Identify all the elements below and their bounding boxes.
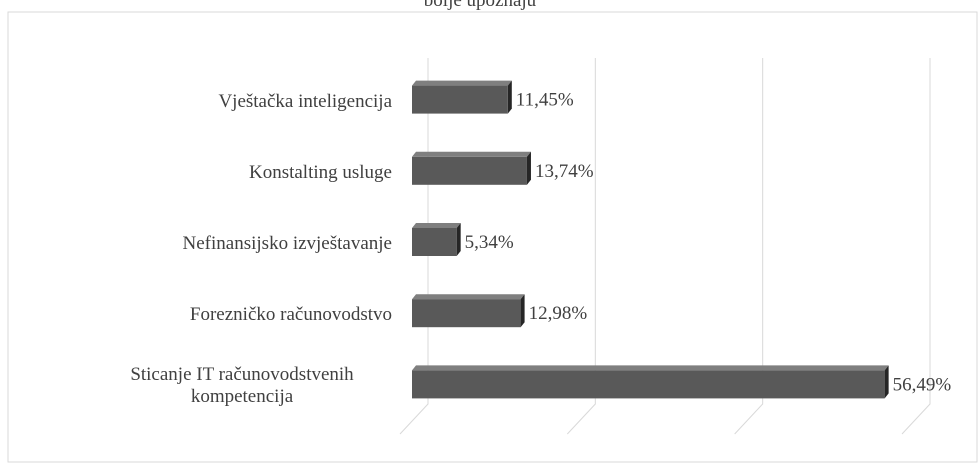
value-label: 12,98%	[529, 303, 588, 324]
bar	[412, 299, 521, 328]
bar-side	[507, 80, 512, 114]
bar-side	[456, 223, 461, 256]
grid-line	[566, 58, 596, 435]
grid-line	[901, 58, 931, 435]
bar-side	[884, 365, 889, 399]
bar-top	[412, 365, 889, 371]
bar	[412, 85, 508, 114]
bar-top	[412, 151, 531, 157]
category-label: Sticanje IT računovodstvenih kompetencij…	[130, 364, 354, 408]
bar-side	[526, 151, 531, 185]
category-label: Vještačka inteligencija	[218, 90, 392, 112]
category-label: Forezničko računovodstvo	[189, 304, 392, 326]
bar-side	[520, 294, 525, 328]
value-label: 13,74%	[535, 161, 594, 182]
grid-line	[734, 58, 764, 435]
category-label: Konstalting usluge	[248, 161, 392, 183]
bar	[412, 228, 457, 256]
value-label: 5,34%	[465, 232, 514, 253]
bar	[412, 370, 885, 399]
bar-top	[412, 80, 512, 86]
category-label: Nefinansijsko izvještavanje	[182, 233, 392, 254]
chart-title: bolje upoznaju	[424, 0, 537, 11]
value-label: 11,45%	[516, 90, 574, 111]
bar-top	[412, 294, 525, 300]
chart-frame	[7, 11, 978, 463]
value-label: 56,49%	[893, 374, 952, 395]
bar	[412, 156, 527, 185]
bar-top	[412, 223, 461, 228]
